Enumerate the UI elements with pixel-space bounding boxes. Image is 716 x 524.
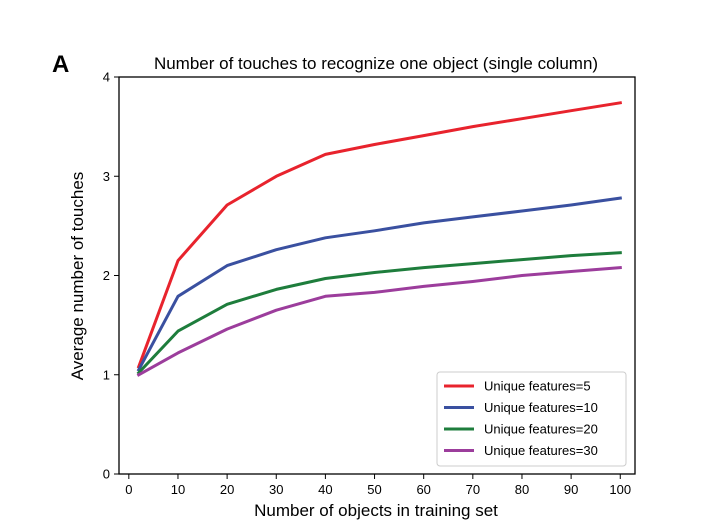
series-line-1 [136,101,623,369]
y-tick-label: 0 [103,467,110,482]
legend-label-2: Unique features=10 [484,400,598,415]
series-line-2 [136,196,622,372]
y-tick-label: 4 [103,70,110,85]
panel-letter: A [52,51,69,78]
y-tick-label: 1 [103,367,110,382]
x-axis-label: Number of objects in training set [254,501,498,520]
x-tick-label: 100 [609,482,631,497]
y-tick-label: 3 [103,169,110,184]
x-tick-label: 10 [171,482,185,497]
chart-title: Number of touches to recognize one objec… [154,54,598,73]
y-tick-label: 2 [103,268,110,283]
x-tick-label: 90 [564,482,578,497]
legend: Unique features=5 Unique features=10 Uniqu… [436,371,627,467]
legend-box [436,371,627,467]
y-axis-label: Average number of touches [68,172,87,381]
x-tick-label: 80 [515,482,529,497]
axes: 0 10 20 30 40 50 60 70 80 90 100 0 1 2 3 4 [103,70,636,497]
legend-label-3: Unique features=20 [484,422,598,437]
x-tick-label: 0 [125,482,132,497]
legend-label-1: Unique features=5 [484,379,591,394]
x-tick-label: 30 [269,482,283,497]
x-tick-label: 40 [318,482,332,497]
series-line-3 [136,251,622,375]
series-line-4 [136,265,622,377]
x-tick-label: 50 [367,482,381,497]
x-tick-label: 60 [416,482,430,497]
legend-label-4: Unique features=30 [484,443,598,458]
plot-area [136,101,623,377]
x-tick-label: 70 [466,482,480,497]
x-tick-label: 20 [220,482,234,497]
